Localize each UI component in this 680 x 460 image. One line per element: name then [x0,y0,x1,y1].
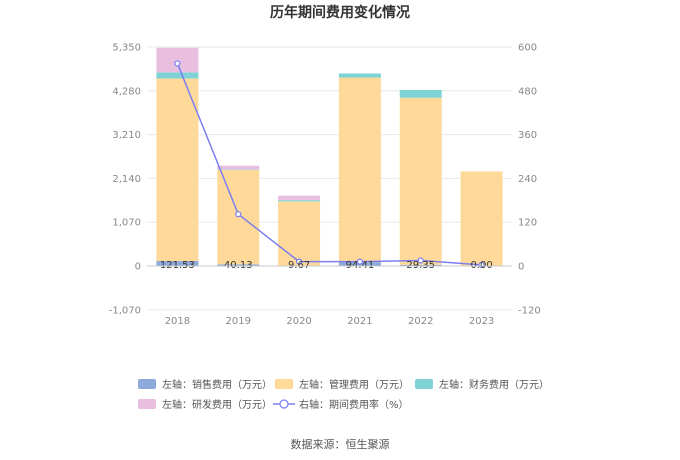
chart-title: 历年期间费用变化情况 [270,4,410,21]
x-tick-label: 2019 [226,316,251,327]
y-left-tick-label: 2,140 [112,174,141,185]
rate-point [235,211,242,218]
y-left-tick-label: 0 [135,262,141,273]
x-tick-label: 2023 [469,316,494,327]
bar-segment [399,97,442,265]
legend[interactable]: 左轴：销售费用（万元） 左轴：管理费用（万元） 左轴：财务费用（万元） 左轴：研发费用… [138,378,549,411]
bar-segment [156,47,199,73]
rate-point [174,60,181,67]
y-right-tick-label: 360 [518,130,537,141]
bar-segment [338,73,381,78]
y-right-tick-label: -120 [518,305,541,316]
bar-segment [399,90,442,98]
legend-swatch [138,399,156,409]
y-right-tick-label: 600 [518,43,537,54]
legend-item[interactable]: 左轴：销售费用（万元） [138,378,272,391]
bar-segment [217,169,260,170]
bar-segment [278,200,321,202]
y-right-tick-label: 240 [518,174,537,185]
bar-segment [338,77,381,263]
y-left-tick-label: 4,280 [112,86,141,97]
x-tick-label: 2018 [165,316,190,327]
legend-label: 左轴：财务费用（万元） [439,378,549,391]
legend-item[interactable]: 右轴：期间费用率（%） [273,398,409,411]
bar-segment [278,201,321,266]
bar-segment [278,195,321,201]
rate-point [356,258,364,265]
legend-label: 右轴：期间费用率（%） [299,398,409,411]
rate-line-path [176,63,482,266]
bar-segment [217,165,260,170]
bars [156,47,503,267]
legend-label: 左轴：销售费用（万元） [162,378,272,391]
x-tick-label: 2021 [347,316,372,327]
legend-label: 左轴：管理费用（万元） [299,378,409,391]
y-left-tick-label: 3,210 [112,130,141,141]
bar-segment [217,264,260,266]
bar-segment [156,72,199,79]
y-left-tick-label: 5,350 [112,43,141,54]
axes: -1,070 0 1,070 2,140 3,210 4,280 5,350 -120 0 120… [109,43,541,328]
source-text: 数据来源：恒生聚源 [291,437,390,451]
y-left-tick-label: -1,070 [109,305,141,316]
legend-swatch [138,379,156,389]
y-left-tick-label: 1,070 [112,218,141,229]
bar-segment [156,261,199,266]
legend-swatch [275,379,293,389]
y-right-tick-label: 0 [518,262,524,273]
legend-swatch [415,379,433,389]
legend-marker [279,399,289,409]
y-right-tick-label: 480 [518,86,537,97]
x-tick-label: 2022 [408,316,433,327]
grid-lines [147,46,512,311]
x-tick-label: 2020 [286,316,311,327]
bar-segment [156,78,199,262]
y-right-tick-label: 120 [518,218,537,229]
legend-label: 左轴：研发费用（万元） [162,398,272,411]
rate-point [417,257,424,264]
bar-segment [399,264,442,266]
legend-item[interactable]: 左轴：财务费用（万元） [415,378,549,391]
rate-point [295,258,303,265]
legend-item[interactable]: 左轴：研发费用（万元） [138,398,272,411]
bar-segment [460,171,503,266]
legend-item[interactable]: 左轴：管理费用（万元） [275,378,409,391]
